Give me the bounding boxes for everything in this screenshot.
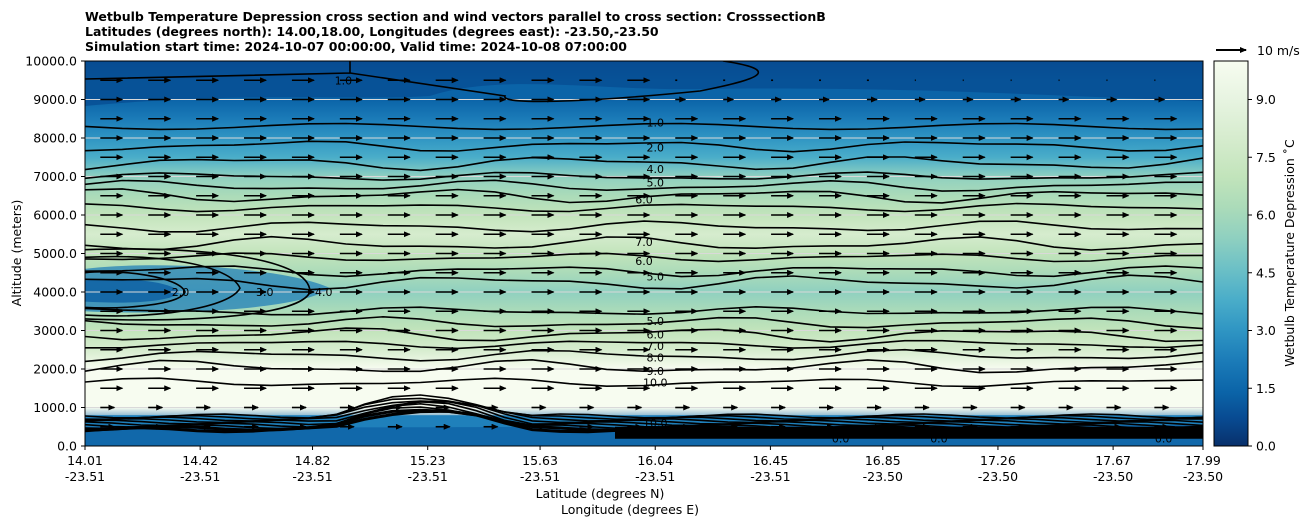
y-axis-label: Altitude (meters) bbox=[9, 200, 24, 307]
colorbar-tick-label: 1.5 bbox=[1256, 381, 1276, 396]
contour-label: 5.0 bbox=[646, 315, 664, 328]
x-tick-label-lon: -23.51 bbox=[520, 469, 560, 484]
quiver-key: 10 m/s bbox=[1216, 43, 1300, 58]
chart-title-line-1: Wetbulb Temperature Depression cross sec… bbox=[85, 9, 826, 24]
x-tick-label-lon: -23.51 bbox=[65, 469, 105, 484]
colorbar bbox=[1213, 60, 1249, 447]
contour-label: 2.0 bbox=[646, 142, 664, 155]
surface-contour-band bbox=[615, 426, 1203, 439]
contour-label: 5.0 bbox=[646, 176, 664, 189]
contour-label: 10.0 bbox=[643, 376, 668, 389]
y-tick-label: 1000.0 bbox=[33, 400, 77, 415]
contour-line bbox=[85, 339, 1203, 350]
x-tick-label-lat: 14.82 bbox=[295, 453, 331, 468]
x-tick-label-lat: 16.45 bbox=[753, 453, 789, 468]
chart-title-line-3: Simulation start time: 2024-10-07 00:00:… bbox=[85, 39, 627, 54]
y-tick-label: 10000.0 bbox=[25, 54, 77, 69]
colorbar-tick-label: 4.5 bbox=[1256, 265, 1276, 280]
contour-label: 0.0 bbox=[832, 432, 850, 445]
contour-line bbox=[85, 156, 1203, 172]
y-tick-label: 3000.0 bbox=[33, 323, 77, 338]
x-tick-label-lon: -23.51 bbox=[635, 469, 675, 484]
upper-moist-region bbox=[85, 61, 1203, 106]
contour-label: 6.0 bbox=[635, 255, 653, 268]
colorbar-label: Wetbulb Temperature Depression ˚C bbox=[1282, 139, 1297, 367]
colorbar-tick-label: 6.0 bbox=[1256, 208, 1276, 223]
contour-line bbox=[85, 202, 1203, 213]
colorbar-tick-label: 7.5 bbox=[1256, 150, 1276, 165]
colorbar-tick-label: 3.0 bbox=[1256, 323, 1276, 338]
contour-labels: 1.02.04.05.06.07.06.05.05.06.07.08.09.01… bbox=[172, 74, 1173, 445]
contour-label: 4.0 bbox=[315, 286, 333, 299]
x-tick-label-lon: -23.51 bbox=[180, 469, 220, 484]
y-tick-label: 8000.0 bbox=[33, 131, 77, 146]
x-tick-label-lat: 14.01 bbox=[67, 453, 103, 468]
chart-title-line-2: Latitudes (degrees north): 14.00,18.00, … bbox=[85, 24, 659, 39]
colorbar-tick-label: 9.0 bbox=[1256, 92, 1276, 107]
y-tick-label: 6000.0 bbox=[33, 208, 77, 223]
contour-label: 1.0 bbox=[335, 74, 353, 87]
contour-label: 7.0 bbox=[646, 340, 664, 353]
x-tick-label-lat: 17.67 bbox=[1095, 453, 1131, 468]
contour-label: 0.0 bbox=[930, 432, 948, 445]
contour-label: 8.0 bbox=[646, 351, 664, 364]
contour-label: 6.0 bbox=[635, 194, 653, 207]
x-tick-label-lat: 15.63 bbox=[522, 453, 558, 468]
x-tick-label-lon: -23.51 bbox=[292, 469, 332, 484]
x-tick-label-lon: -23.50 bbox=[863, 469, 903, 484]
contour-line bbox=[85, 235, 1203, 251]
x-tick-label-lat: 14.42 bbox=[182, 453, 218, 468]
y-tick-label: 4000.0 bbox=[33, 285, 77, 300]
y-tick-label: 2000.0 bbox=[33, 362, 77, 377]
wind-vectors bbox=[100, 77, 1178, 430]
x-tick-label-lat: 17.99 bbox=[1185, 453, 1221, 468]
contour-line bbox=[85, 400, 1203, 427]
contour-line bbox=[85, 122, 1203, 131]
x-tick-label-lat: 17.26 bbox=[980, 453, 1016, 468]
x-tick-label-lat: 16.85 bbox=[865, 453, 901, 468]
x-tick-label-lon: -23.51 bbox=[750, 469, 790, 484]
quiver-key-label: 10 m/s bbox=[1257, 43, 1300, 58]
x-tick-label-lon: -23.50 bbox=[1183, 469, 1223, 484]
contour-label: 7.0 bbox=[635, 236, 653, 249]
contour-line bbox=[85, 274, 1203, 291]
contour-label: 1.0 bbox=[646, 117, 664, 130]
contour-line bbox=[85, 400, 1203, 425]
x-tick-label-lon: -23.51 bbox=[408, 469, 448, 484]
contour-label: 9.0 bbox=[646, 365, 664, 378]
contour-label: 10.0 bbox=[643, 417, 668, 430]
contour-line bbox=[85, 255, 241, 317]
contour-label: 2.0 bbox=[172, 286, 190, 299]
x-axis-label-latitude: Latitude (degrees N) bbox=[536, 486, 665, 501]
x-tick-label-lat: 16.04 bbox=[637, 453, 673, 468]
left-moist-core bbox=[85, 279, 180, 303]
contour-label: 0.0 bbox=[1155, 432, 1173, 445]
x-tick-label-lon: -23.50 bbox=[1093, 469, 1133, 484]
y-tick-label: 7000.0 bbox=[33, 169, 77, 184]
contour-line bbox=[85, 315, 1203, 330]
contour-label: 5.0 bbox=[646, 271, 664, 284]
y-tick-label: 5000.0 bbox=[33, 246, 77, 261]
y-tick-label: 0.0 bbox=[57, 439, 77, 454]
x-axis-ticks: 14.01-23.5114.42-23.5114.82-23.5115.23-2… bbox=[65, 446, 1223, 484]
contour-line bbox=[85, 348, 1203, 363]
contour-line bbox=[85, 179, 1203, 192]
y-axis-ticks: 0.0 1000.0 2000.0 3000.0 4000.0 5000.0 6000.0 7… bbox=[25, 54, 85, 454]
contour-line bbox=[85, 61, 760, 103]
colorbar-tick-label: 0.0 bbox=[1256, 439, 1276, 454]
x-axis-label-longitude: Longitude (degrees E) bbox=[561, 502, 699, 517]
contour-label: 6.0 bbox=[646, 328, 664, 341]
colorbar-ticks: 0.0 1.5 3.0 4.5 6.0 7.5 9.0 bbox=[1248, 92, 1276, 454]
x-tick-label-lon: -23.50 bbox=[978, 469, 1018, 484]
x-tick-label-lat: 15.23 bbox=[410, 453, 446, 468]
contour-line bbox=[85, 220, 1203, 233]
contour-label: 4.0 bbox=[646, 163, 664, 176]
y-tick-label: 9000.0 bbox=[33, 92, 77, 107]
contour-line bbox=[85, 140, 1203, 153]
contour-label: 3.0 bbox=[256, 286, 274, 299]
